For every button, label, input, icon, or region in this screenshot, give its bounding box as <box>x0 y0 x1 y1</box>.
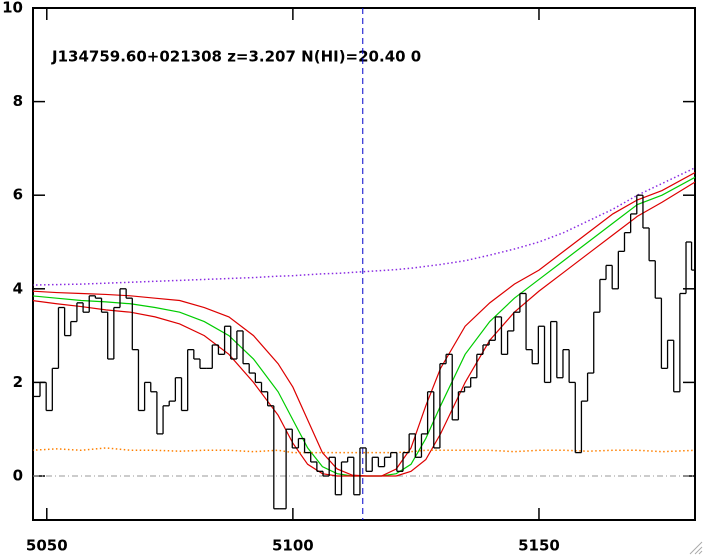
plot-frame <box>32 7 696 521</box>
y-tick-label: 10 <box>2 0 23 17</box>
annotation: J134759.60+021308 z=3.207 N(HI)=20.40 0 <box>51 48 421 66</box>
x-tick-label: 5100 <box>272 537 314 555</box>
y-tick-label: 4 <box>13 279 23 297</box>
y-tick-label: 6 <box>13 186 23 204</box>
x-tick-label: 5150 <box>518 537 560 555</box>
y-tick-label: 8 <box>13 92 23 110</box>
resize-grip <box>689 541 703 555</box>
y-tick-label: 2 <box>13 373 23 391</box>
x-tick-label: 5050 <box>26 537 68 555</box>
model-line <box>33 447 695 454</box>
model-line <box>33 166 695 286</box>
y-tick-label: 0 <box>13 467 23 485</box>
